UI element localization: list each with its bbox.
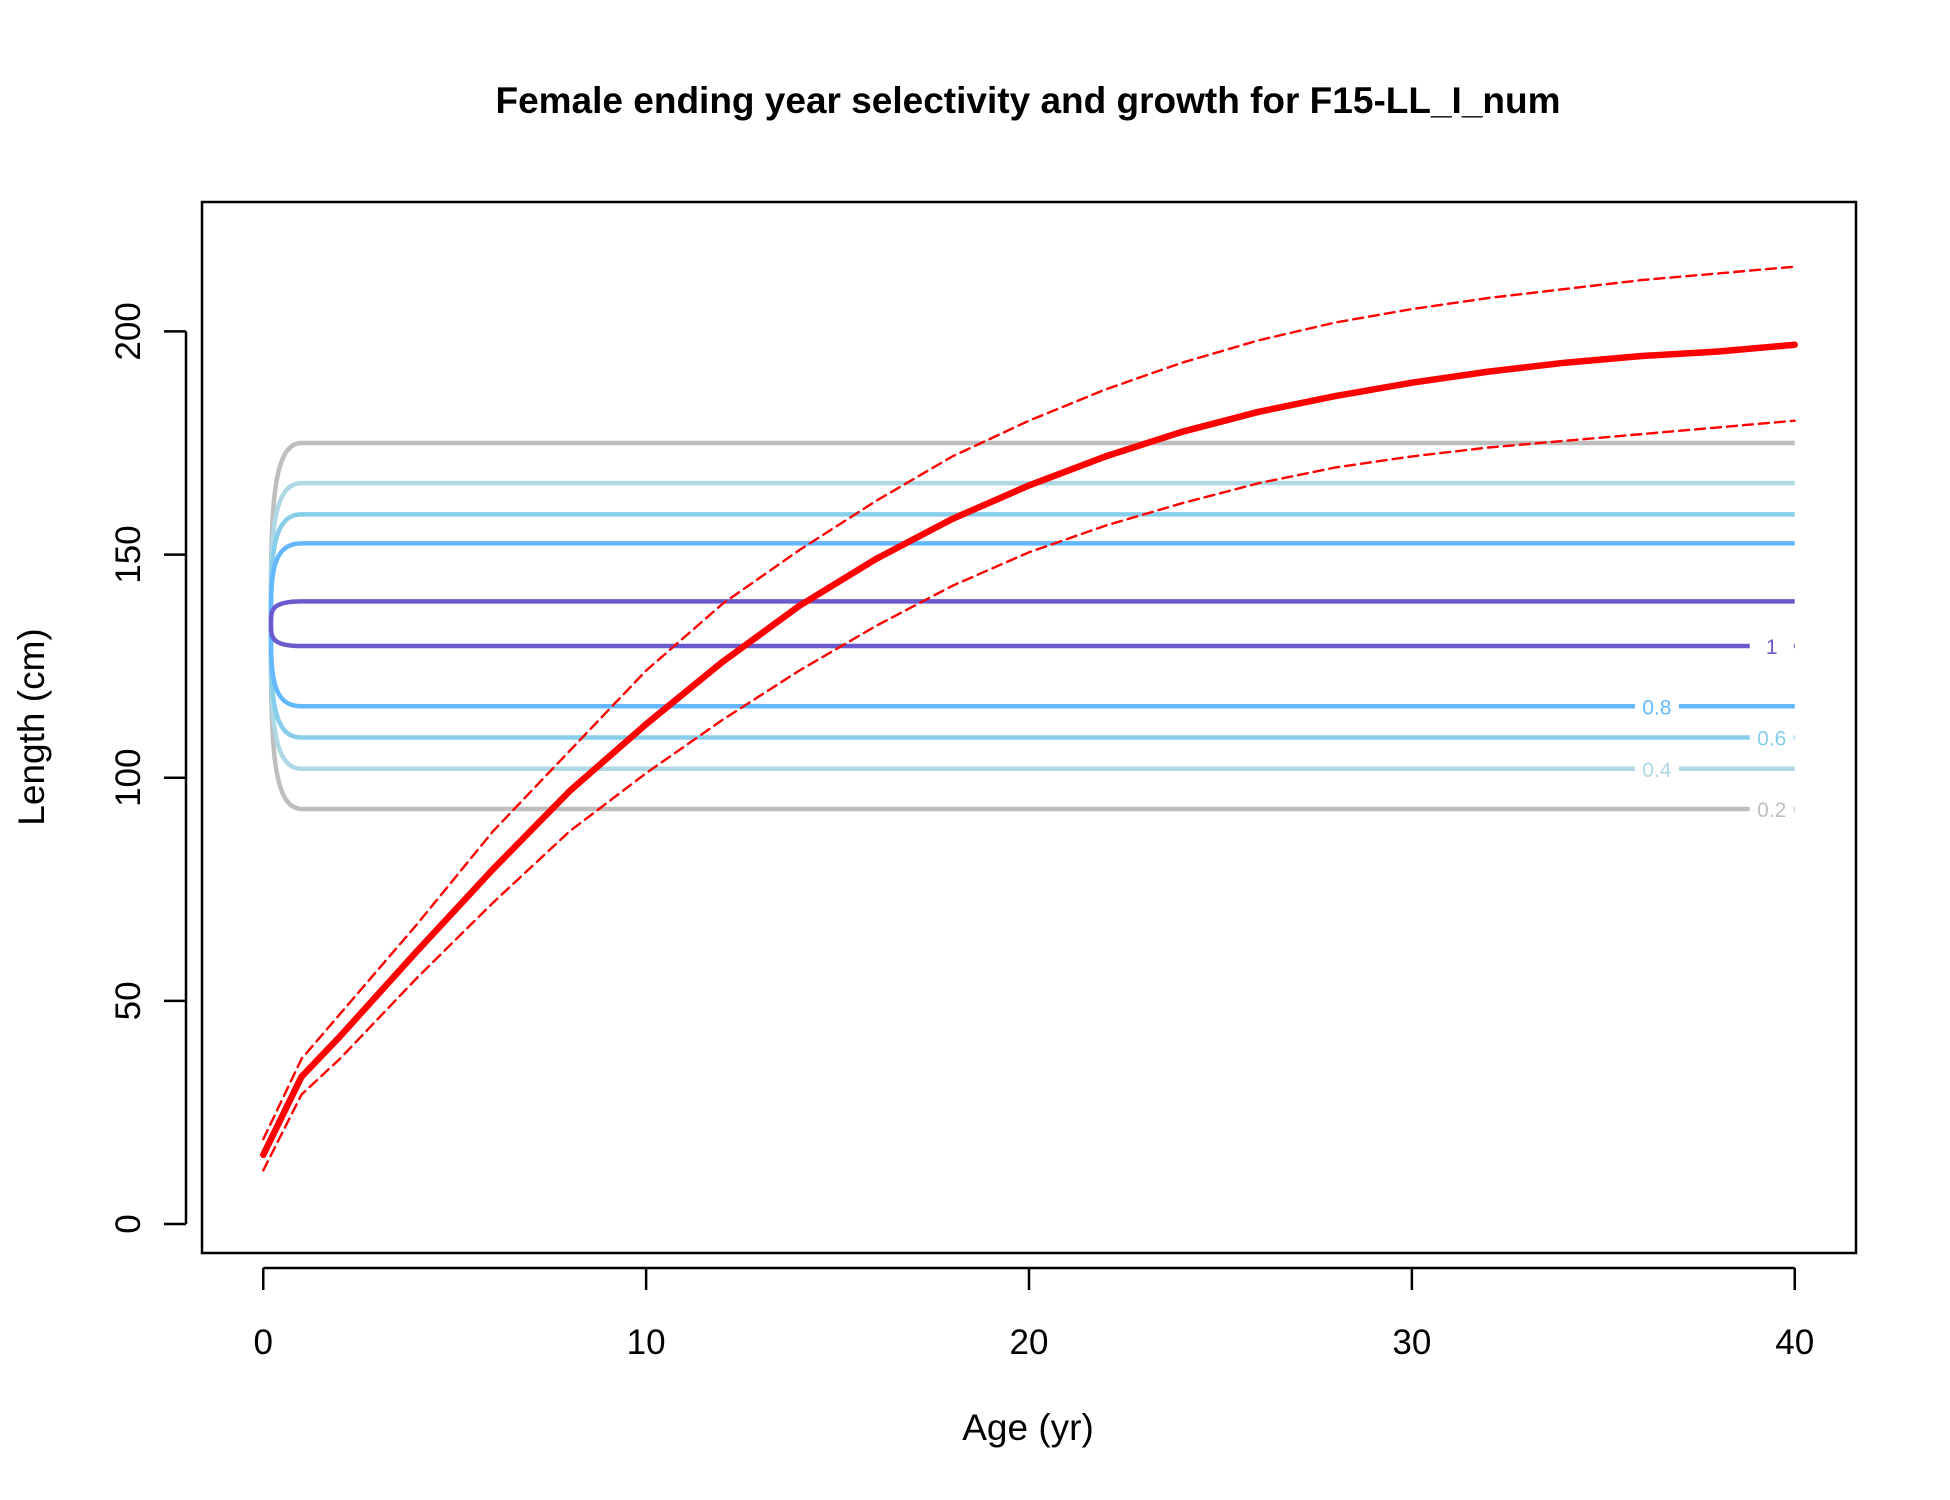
contour-0-6-label: 0.6 — [1757, 728, 1786, 751]
y-tick-label-50: 50 — [109, 981, 148, 1020]
growth-growth-line — [260, 341, 1798, 1159]
chart-title: Female ending year selectivity and growt… — [495, 80, 1560, 121]
growth-lower-line — [262, 419, 1796, 1172]
x-tick-label-20: 20 — [1010, 1323, 1049, 1362]
y-axis-label: Length (cm) — [11, 628, 52, 825]
contour-0-6-label-bg — [1749, 726, 1794, 749]
x-tick-label-30: 30 — [1392, 1323, 1431, 1362]
contour-0-4 — [268, 480, 1795, 772]
y-tick-label-200: 200 — [109, 302, 148, 360]
contour-1-label-bg — [1749, 635, 1794, 658]
contour-0-4-label: 0.4 — [1642, 759, 1672, 782]
contour-0-4-label-bg — [1634, 757, 1679, 780]
growth-upper-line — [262, 265, 1796, 1141]
y-tick-label-150: 150 — [109, 525, 148, 583]
y-tick-label-100: 100 — [109, 749, 148, 807]
x-tick-label-10: 10 — [627, 1323, 666, 1362]
x-tick-label-40: 40 — [1775, 1323, 1814, 1362]
contour-1 — [268, 599, 1795, 649]
plot-frame — [200, 200, 1858, 1255]
y-tick-label-0: 0 — [109, 1214, 148, 1233]
x-axis-label: Age (yr) — [962, 1407, 1094, 1448]
contour-0-8-label-bg — [1634, 695, 1679, 718]
contour-0-2-label: 0.2 — [1757, 799, 1786, 822]
contour-1-label: 1 — [1766, 636, 1778, 659]
y-axis: 0 50 100 150 200 — [109, 302, 188, 1234]
contour-0-2 — [268, 440, 1795, 812]
x-axis: 0 10 20 30 40 — [254, 1266, 1814, 1362]
contour-0-8 — [268, 541, 1795, 709]
plot-layer: 0.2 0.4 0.6 0.8 1 — [260, 265, 1798, 1172]
contour-0-2-label-bg — [1749, 797, 1794, 820]
x-tick-label-0: 0 — [254, 1323, 273, 1362]
contour-0-8-label: 0.8 — [1642, 696, 1671, 719]
